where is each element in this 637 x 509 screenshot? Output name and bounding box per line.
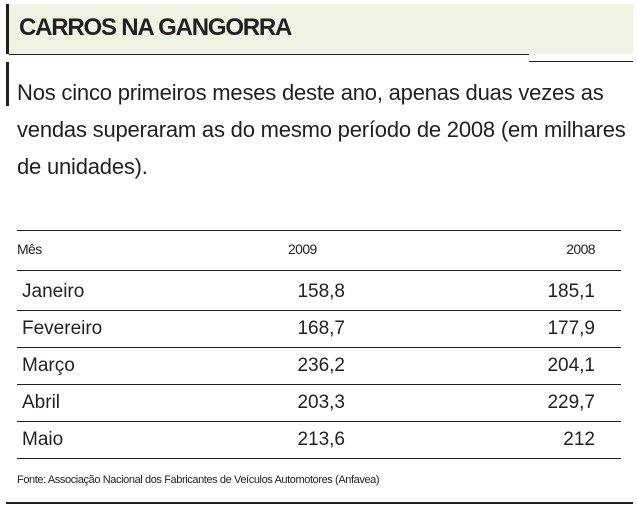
cell-2009: 203,3 bbox=[297, 392, 345, 413]
column-header-mes: Mês bbox=[17, 241, 42, 257]
intro-accent-bar bbox=[6, 62, 9, 106]
table-row: Abril 203,3 229,7 bbox=[17, 385, 621, 422]
title-divider bbox=[9, 54, 529, 55]
cell-2009: 168,7 bbox=[297, 318, 345, 339]
bottom-divider bbox=[6, 502, 633, 504]
table-row: Fevereiro 168,7 177,9 bbox=[17, 311, 621, 348]
cell-2009: 213,6 bbox=[297, 429, 345, 450]
table-row: Março 236,2 204,1 bbox=[17, 348, 621, 385]
cell-2008: 204,1 bbox=[547, 355, 595, 376]
table-header: Mês 2009 2008 bbox=[17, 238, 621, 260]
cell-2008: 229,7 bbox=[547, 392, 595, 413]
table-row: Maio 213,6 212 bbox=[17, 422, 621, 459]
cell-2008: 185,1 bbox=[547, 281, 595, 302]
cell-2008: 212 bbox=[563, 429, 595, 450]
cell-month: Fevereiro bbox=[22, 318, 103, 339]
cell-month: Março bbox=[22, 355, 75, 376]
cell-2009: 236,2 bbox=[297, 355, 345, 376]
table-body: Janeiro 158,8 185,1 Fevereiro 168,7 177,… bbox=[17, 274, 621, 459]
page-title: CARROS NA GANGORRA bbox=[19, 14, 292, 41]
cell-2008: 177,9 bbox=[547, 318, 595, 339]
cell-month: Janeiro bbox=[22, 281, 85, 302]
table-top-divider bbox=[17, 230, 621, 231]
cell-month: Maio bbox=[22, 429, 64, 450]
intro-text: Nos cinco primeiros meses deste ano, ape… bbox=[17, 80, 626, 179]
title-banner: CARROS NA GANGORRA bbox=[6, 4, 633, 54]
title-divider-right bbox=[529, 61, 633, 62]
source-note: Fonte: Associação Nacional dos Fabricant… bbox=[17, 474, 380, 486]
column-header-2009: 2009 bbox=[288, 241, 317, 257]
table-header-divider bbox=[17, 270, 621, 271]
table-row: Janeiro 158,8 185,1 bbox=[17, 274, 621, 311]
column-header-2008: 2008 bbox=[566, 241, 595, 257]
cell-2009: 158,8 bbox=[297, 281, 345, 302]
cell-month: Abril bbox=[22, 392, 61, 413]
